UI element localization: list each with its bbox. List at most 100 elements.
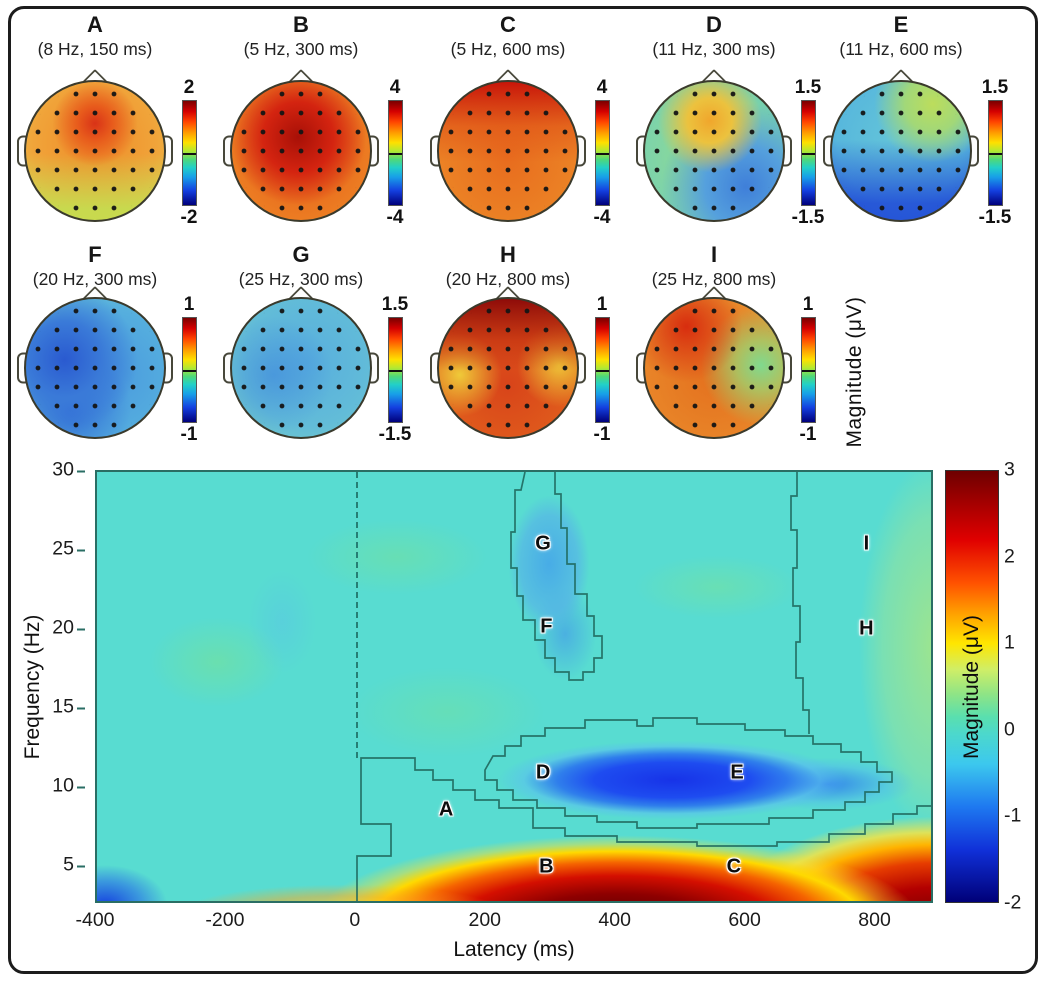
zero-contour-right (790, 472, 810, 734)
colorbar-tick-label: -1 (1004, 804, 1022, 827)
topomap-panel-h: H (20 Hz, 800 ms) 1 -1 (430, 242, 610, 445)
topomap-head (17, 285, 173, 439)
topomap-panel-a: A (8 Hz, 150 ms) 2 -2 (17, 12, 197, 228)
colorbar-min-label: -1 (180, 424, 198, 445)
topomap-head (223, 285, 379, 439)
topomap-head (223, 68, 379, 222)
mini-colorbar: 1.5 -1.5 (785, 77, 831, 229)
topomap-head (430, 285, 586, 439)
electrode-dots (235, 85, 367, 217)
electrode-dots (648, 85, 780, 217)
tf-heatmap-surface (97, 472, 931, 901)
electrode-dots (442, 302, 574, 434)
tf-colorbar (945, 470, 999, 903)
panel-letter: A (87, 12, 103, 37)
electrode-dots (648, 302, 780, 434)
colorbar-min-label: -4 (386, 207, 404, 228)
panel-condition: (20 Hz, 800 ms) (445, 269, 571, 289)
x-axis-ticks: -400 -200 0 200 400 600 800 (75, 909, 933, 933)
panel-letter: D (706, 12, 722, 37)
tf-annotation-a: A (438, 798, 454, 821)
colorbar-gradient (987, 100, 1003, 206)
x-tick-label: -400 (75, 909, 115, 931)
topomap-head (430, 68, 586, 222)
panel-condition: (5 Hz, 300 ms) (243, 39, 359, 59)
topomap-head (823, 68, 979, 222)
colorbar-gradient (594, 100, 610, 206)
y-tick-label: 20 (52, 616, 85, 639)
electrode-dots (29, 85, 161, 217)
colorbar-max-label: 4 (596, 77, 608, 98)
colorbar-gradient (594, 317, 610, 423)
panel-condition: (25 Hz, 800 ms) (651, 269, 777, 289)
colorbar-max-label: 4 (389, 77, 401, 98)
panel-letter: G (292, 242, 310, 267)
colorbar-tick-label: 1 (1004, 631, 1015, 654)
topomap-panel-g: G (25 Hz, 300 ms) 1.5 -1.5 (223, 242, 411, 445)
colorbar-max-label: 1.5 (381, 294, 409, 315)
mini-colorbar: 1.5 -1.5 (372, 294, 418, 446)
colorbar-min-label: -4 (593, 207, 611, 228)
tf-annotation-h: H (859, 617, 874, 640)
topomap-head (636, 285, 792, 439)
colorbar-max-label: 2 (183, 77, 195, 98)
x-tick-label: 0 (349, 909, 361, 931)
electrode-dots (442, 85, 574, 217)
colorbar-gradient (387, 317, 403, 423)
tf-annotation-g: G (535, 532, 551, 555)
electrode-dots (29, 302, 161, 434)
tf-heatmap: A B C D E F G H I (95, 470, 933, 903)
panel-condition: (20 Hz, 300 ms) (32, 269, 158, 289)
colorbar-max-label: 1 (183, 294, 195, 315)
panel-condition: (11 Hz, 600 ms) (839, 39, 963, 59)
colorbar-min-label: -1.5 (378, 424, 412, 445)
zero-contour-onset (356, 757, 931, 901)
y-tick-label: 5 (63, 853, 85, 876)
panel-condition: (25 Hz, 300 ms) (238, 269, 364, 289)
colorbar-gradient (800, 317, 816, 423)
magnitude-axis-label: Magnitude (μV) (843, 296, 866, 448)
mini-colorbar: 1.5 -1.5 (972, 77, 1018, 229)
colorbar-min-label: -2 (180, 207, 198, 228)
alpha-desync-contour (484, 717, 893, 829)
mini-colorbar: 1 -1 (785, 294, 831, 446)
topomap-panel-f: F (20 Hz, 300 ms) 1 -1 (17, 242, 197, 445)
colorbar-tick-label: 0 (1004, 718, 1015, 741)
electrode-dots (835, 85, 967, 217)
tf-annotation-f: F (540, 615, 553, 638)
mini-colorbar: 1 -1 (579, 294, 625, 446)
topomap-panel-c: C (5 Hz, 600 ms) 4 -4 (430, 12, 610, 228)
mini-colorbar: 4 -4 (372, 77, 418, 229)
colorbar-min-label: -1 (593, 424, 611, 445)
colorbar-gradient (800, 100, 816, 206)
y-tick-label: 25 (52, 537, 85, 560)
x-tick-label: 600 (728, 909, 761, 931)
panel-letter: C (500, 12, 516, 37)
mini-colorbar: 1 -1 (166, 294, 212, 446)
x-tick-label: 200 (468, 909, 502, 931)
beta-desync-contour (510, 472, 603, 681)
topomap-panel-d: D (11 Hz, 300 ms) 1.5 -1.5 (636, 12, 824, 228)
topomap-panel-b: B (5 Hz, 300 ms) 4 -4 (223, 12, 403, 228)
panel-letter: H (500, 242, 516, 267)
x-tick-label: 800 (858, 909, 891, 931)
mini-colorbar: 2 -2 (166, 77, 212, 229)
tf-annotation-b: B (539, 855, 554, 878)
tf-annotation-i: I (863, 532, 870, 555)
colorbar-tick-label: 3 (1004, 458, 1015, 481)
tf-annotation-c: C (726, 855, 742, 878)
mini-colorbar: 4 -4 (579, 77, 625, 229)
contour-lines (356, 472, 931, 901)
y-tick-label: 30 (52, 458, 85, 481)
colorbar-gradient (387, 100, 403, 206)
panel-letter: I (710, 242, 718, 267)
tf-annotation-e: E (730, 761, 744, 784)
colorbar-max-label: 1.5 (794, 77, 822, 98)
y-tick-label: 15 (52, 695, 85, 718)
x-axis-label: Latency (ms) (453, 938, 575, 961)
tf-annotation-d: D (535, 761, 551, 784)
colorbar-max-label: 1 (596, 294, 608, 315)
panel-condition: (5 Hz, 600 ms) (450, 39, 566, 59)
colorbar-min-label: -1 (799, 424, 817, 445)
colorbar-min-label: -1.5 (978, 207, 1012, 228)
